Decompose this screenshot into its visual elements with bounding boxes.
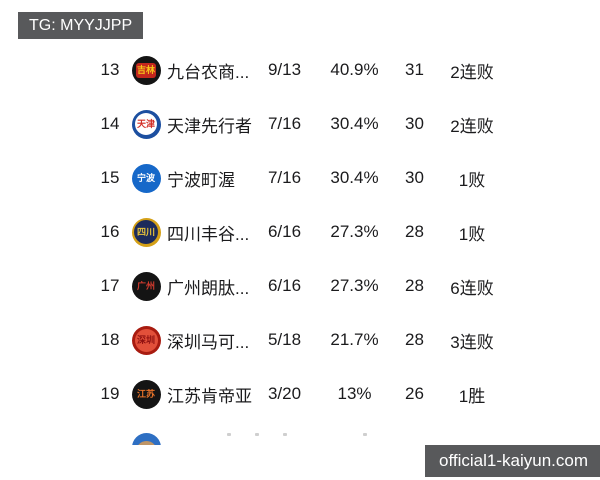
points-cell: 30 (405, 114, 424, 133)
team-logo-core: 天津 (135, 113, 157, 135)
win-pct-cell: 13% (337, 384, 372, 403)
team-logo-text: 四川 (136, 226, 155, 237)
streak-cell: 1败 (458, 170, 486, 190)
win-pct-cell: 40.9% (330, 60, 379, 79)
team-logo-cell: 广州 (125, 271, 167, 301)
points-cell: 26 (405, 384, 424, 403)
rank-cell: 14 (100, 114, 120, 133)
table-row[interactable]: 18 深圳 深圳马可... 5/18 21.7% 28 3连败 (95, 313, 510, 367)
team-logo-icon: 天津 (131, 109, 161, 139)
table-row[interactable]: 15 宁波 宁波町渥 7/16 30.4% 30 1败 (95, 151, 510, 205)
record-cell: 9/13 (267, 60, 302, 79)
record-cell: 5/18 (267, 330, 302, 349)
table-row-partial[interactable] (95, 421, 510, 445)
record-cell: 7/16 (267, 114, 302, 133)
team-name-cell: 九台农商... (167, 62, 250, 82)
standings-table: 13 吉林 九台农商... 9/13 40.9% 31 2连败 14 天津 天津… (95, 43, 510, 445)
team-name-cell: 天津先行者 (167, 116, 252, 136)
team-logo-core: 深圳 (134, 328, 158, 352)
telegram-badge: TG: MYYJJPP (18, 12, 144, 39)
win-pct-cell: 27.3% (330, 222, 379, 241)
table-row[interactable]: 19 江苏 江苏肯帝亚 3/20 13% 26 1胜 (95, 367, 510, 421)
team-logo-icon (131, 433, 161, 445)
team-logo-core: 吉林 (136, 62, 156, 78)
team-logo-text: 广州 (136, 280, 155, 291)
team-logo-core: 江苏 (136, 388, 155, 399)
team-logo-core: 广州 (136, 280, 155, 291)
team-logo-icon: 江苏 (131, 379, 161, 409)
rank-cell: 16 (100, 222, 120, 241)
streak-cell: 2连败 (450, 62, 494, 82)
win-pct-cell: 21.7% (330, 330, 379, 349)
rank-cell: 18 (100, 330, 120, 349)
cutoff-text-remnant (283, 433, 287, 436)
team-name-cell: 宁波町渥 (167, 170, 235, 190)
team-logo-icon: 吉林 (131, 55, 161, 85)
telegram-badge-label: TG: MYYJJPP (29, 16, 133, 34)
streak-cell: 2连败 (450, 116, 494, 136)
win-pct-cell: 30.4% (330, 114, 379, 133)
table-row[interactable]: 13 吉林 九台农商... 9/13 40.9% 31 2连败 (95, 43, 510, 97)
watermark-badge: official1-kaiyun.com (425, 445, 600, 477)
team-logo-icon: 深圳 (131, 325, 161, 355)
table-row[interactable]: 14 天津 天津先行者 7/16 30.4% 30 2连败 (95, 97, 510, 151)
team-logo-cell (125, 433, 167, 445)
record-cell: 6/16 (267, 276, 302, 295)
team-logo-icon: 宁波 (131, 163, 161, 193)
record-cell: 7/16 (267, 168, 302, 187)
team-logo-core: 四川 (134, 220, 158, 244)
streak-cell: 3连败 (450, 332, 494, 352)
cutoff-text-remnant (227, 433, 231, 436)
streak-cell: 1败 (458, 224, 486, 244)
points-cell: 28 (405, 222, 424, 241)
team-logo-cell: 宁波 (125, 163, 167, 193)
team-logo-core: 宁波 (136, 172, 155, 183)
points-cell: 30 (405, 168, 424, 187)
team-name-cell: 深圳马可... (167, 332, 250, 352)
record-cell: 3/20 (267, 384, 302, 403)
team-logo-text: 江苏 (136, 388, 155, 399)
team-logo-core (135, 441, 157, 445)
streak-cell: 1胜 (458, 386, 486, 406)
rank-cell: 13 (100, 60, 120, 79)
rank-cell: 15 (100, 168, 120, 187)
cutoff-text-remnant (255, 433, 259, 436)
watermark-label: official1-kaiyun.com (439, 451, 588, 470)
team-logo-cell: 深圳 (125, 325, 167, 355)
team-logo-cell: 天津 (125, 109, 167, 139)
team-logo-cell: 四川 (125, 217, 167, 247)
team-logo-cell: 江苏 (125, 379, 167, 409)
team-logo-icon: 广州 (131, 271, 161, 301)
team-name-cell: 广州朗肽... (167, 278, 250, 298)
team-logo-text: 天津 (136, 118, 155, 129)
team-logo-cell: 吉林 (125, 55, 167, 85)
rank-cell: 19 (100, 384, 120, 403)
cutoff-text-remnant (363, 433, 367, 436)
points-cell: 28 (405, 276, 424, 295)
team-name-cell: 四川丰谷... (167, 224, 250, 244)
record-cell: 6/16 (267, 222, 302, 241)
win-pct-cell: 30.4% (330, 168, 379, 187)
points-cell: 31 (405, 60, 424, 79)
team-logo-text: 宁波 (136, 172, 155, 183)
table-row[interactable]: 16 四川 四川丰谷... 6/16 27.3% 28 1败 (95, 205, 510, 259)
rank-cell: 17 (100, 276, 120, 295)
win-pct-cell: 27.3% (330, 276, 379, 295)
streak-cell: 6连败 (450, 278, 494, 298)
team-name-cell: 江苏肯帝亚 (167, 386, 252, 406)
team-logo-icon: 四川 (131, 217, 161, 247)
points-cell: 28 (405, 330, 424, 349)
table-row[interactable]: 17 广州 广州朗肽... 6/16 27.3% 28 6连败 (95, 259, 510, 313)
team-logo-text: 吉林 (136, 64, 155, 75)
team-logo-text: 深圳 (136, 334, 155, 345)
